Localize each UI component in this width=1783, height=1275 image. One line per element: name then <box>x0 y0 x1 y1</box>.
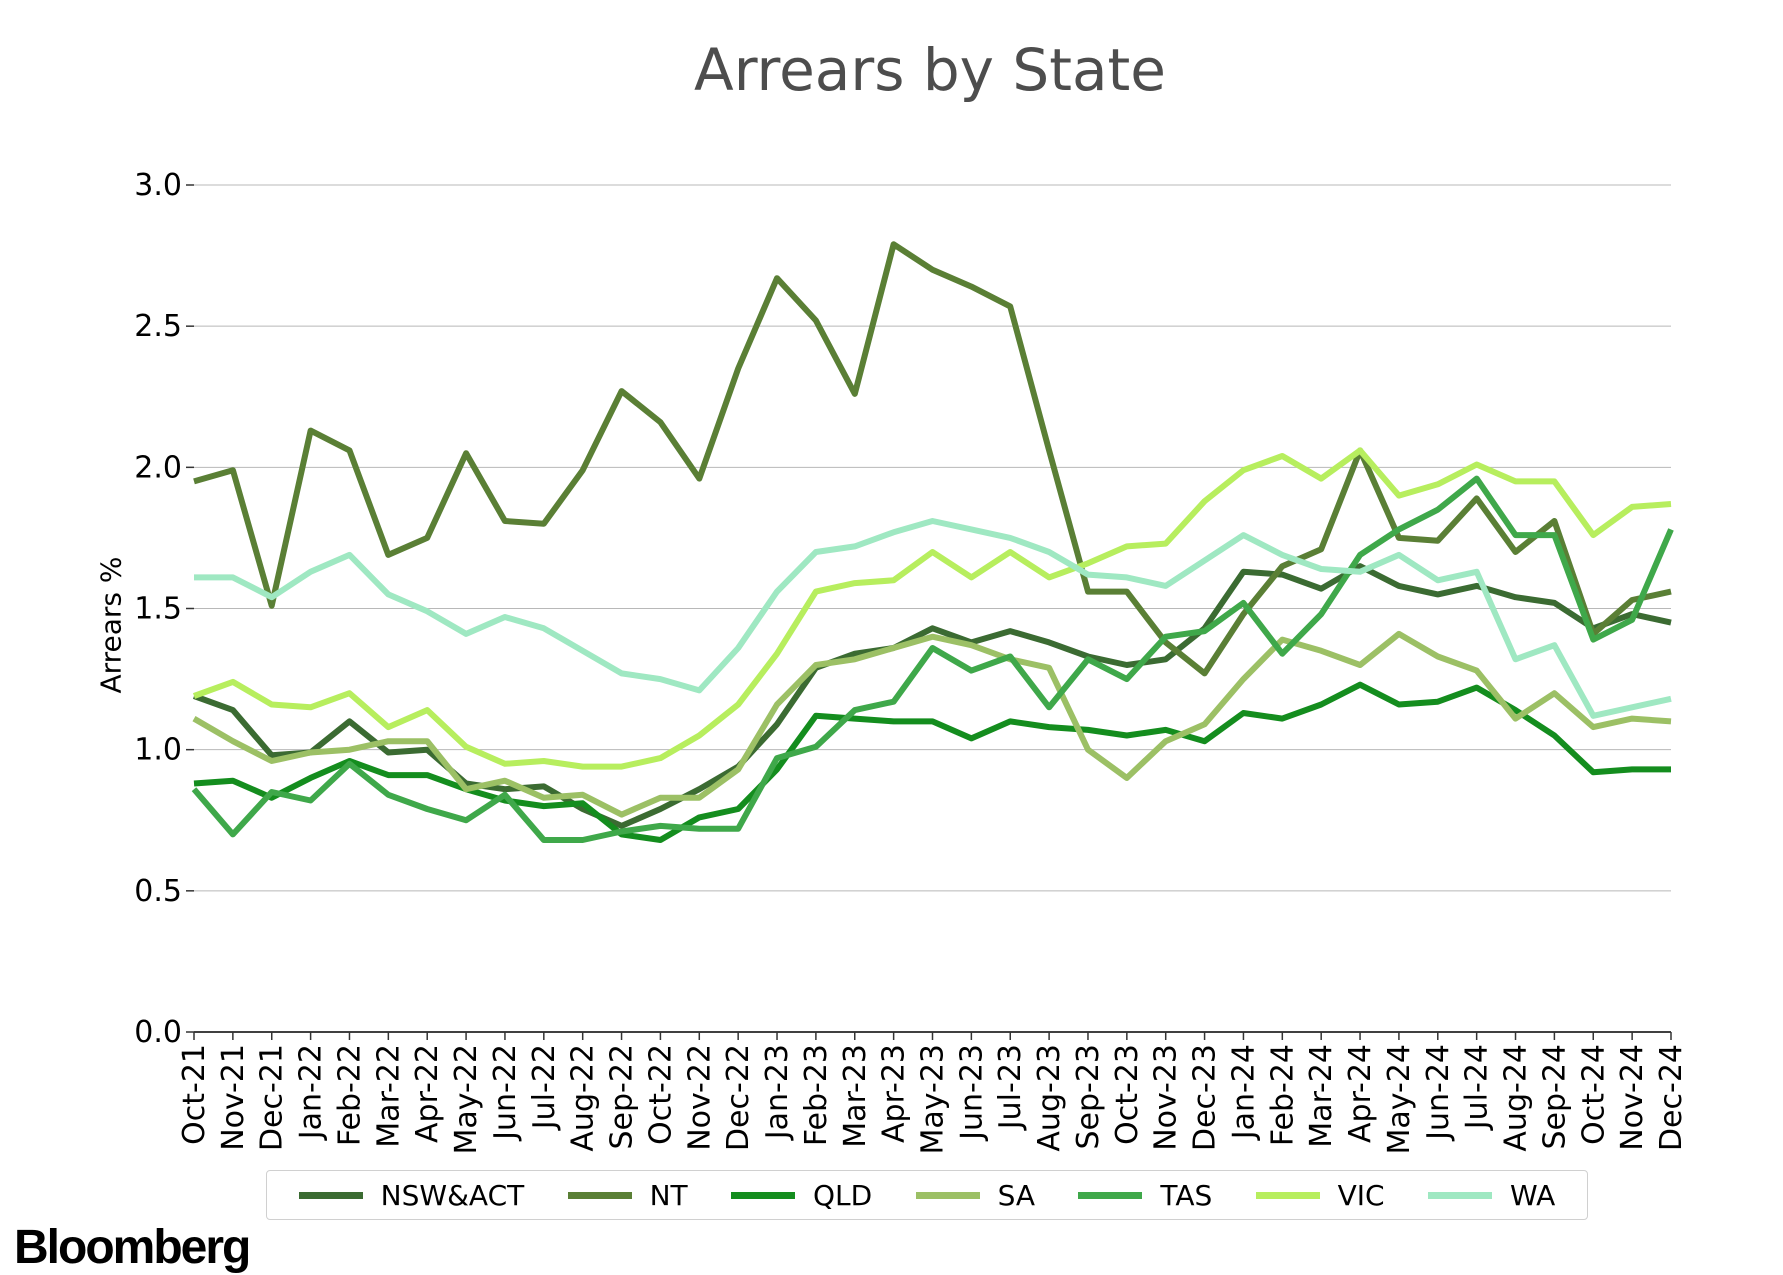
y-tick-label: 0.0 <box>134 1015 182 1050</box>
legend-swatch <box>1427 1191 1492 1199</box>
legend-label: WA <box>1509 1178 1556 1212</box>
x-tick-label: Jan-22 <box>294 1044 329 1141</box>
series-line-vic <box>192 447 1672 770</box>
y-tick-label: 0.5 <box>134 874 182 909</box>
x-tick-label: Aug-22 <box>566 1044 601 1152</box>
legend-item-qld: QLD <box>731 1179 872 1212</box>
x-tick-label: May-23 <box>916 1044 951 1155</box>
legend-item-sa: SA <box>915 1178 1036 1212</box>
y-tick-label: 2.0 <box>134 450 182 485</box>
legend-swatch <box>1078 1191 1143 1199</box>
legend-item-tas: TAS <box>1078 1179 1212 1212</box>
chart-title: Arrears by State <box>694 36 1166 104</box>
legend-label: SA <box>997 1178 1036 1212</box>
x-tick-label: Jan-24 <box>1226 1044 1261 1141</box>
bloomberg-logo: Bloomberg <box>14 1221 251 1274</box>
x-tick-label: Nov-23 <box>1149 1044 1184 1151</box>
x-tick-label: Oct-22 <box>643 1044 678 1145</box>
legend-item-wa: WA <box>1427 1178 1556 1212</box>
legend-label: VIC <box>1337 1178 1385 1212</box>
x-tick-label: Feb-24 <box>1265 1044 1300 1146</box>
series-line-tas <box>191 475 1674 843</box>
legend-label: QLD <box>813 1178 873 1212</box>
legend-item-nt: NT <box>567 1178 688 1212</box>
x-tick-label: Dec-21 <box>255 1044 290 1151</box>
x-tick-label: Feb-23 <box>799 1044 834 1146</box>
x-tick-label: Jun-24 <box>1421 1044 1456 1142</box>
legend-swatch <box>915 1191 980 1199</box>
x-tick-label: Oct-21 <box>177 1044 212 1145</box>
legend: NSW&ACT NT QLD SA TAS VIC WA <box>266 1170 1588 1220</box>
series-line-nt <box>193 241 1672 677</box>
x-tick-label: Jan-23 <box>760 1044 795 1141</box>
y-tick-label: 3.0 <box>134 168 182 203</box>
legend-swatch <box>298 1191 363 1199</box>
series-line-sa <box>192 630 1672 818</box>
x-tick-label: Feb-22 <box>332 1044 367 1146</box>
x-tick-label: Apr-23 <box>877 1044 912 1143</box>
x-tick-label: Dec-22 <box>721 1044 756 1151</box>
y-tick-label: 1.0 <box>134 733 182 768</box>
x-tick-label: Apr-22 <box>410 1044 445 1143</box>
x-tick-label: Jul-23 <box>993 1044 1028 1131</box>
x-tick-label: May-24 <box>1382 1044 1417 1155</box>
legend-swatch <box>567 1191 632 1199</box>
y-tick-label: 2.5 <box>134 309 182 344</box>
x-tick-label: Mar-23 <box>838 1044 873 1148</box>
x-tick-label: Apr-24 <box>1343 1044 1378 1143</box>
x-tick-label: Dec-23 <box>1188 1044 1223 1151</box>
x-tick-label: Aug-23 <box>1032 1044 1067 1152</box>
series-line-wa <box>194 518 1672 719</box>
x-tick-label: Jul-22 <box>527 1044 562 1131</box>
x-tick-label: Aug-24 <box>1499 1044 1534 1152</box>
legend-item-nsw-act: NSW&ACT <box>298 1178 525 1212</box>
x-tick-label: Nov-22 <box>682 1044 717 1151</box>
y-tick-label: 1.5 <box>134 592 182 627</box>
x-tick-label: Sep-24 <box>1537 1044 1572 1150</box>
legend-label: NSW&ACT <box>380 1178 525 1212</box>
x-tick-label: Jun-23 <box>954 1044 989 1142</box>
legend-label: TAS <box>1160 1178 1213 1212</box>
x-tick-label: Jun-22 <box>488 1044 523 1142</box>
x-tick-label: Sep-23 <box>1071 1044 1106 1150</box>
x-tick-label: Mar-22 <box>371 1044 406 1148</box>
x-tick-label: Oct-24 <box>1576 1044 1611 1145</box>
legend-swatch <box>731 1191 796 1199</box>
x-tick-label: Nov-21 <box>216 1044 251 1151</box>
x-tick-label: Mar-24 <box>1304 1044 1339 1148</box>
legend-swatch <box>1255 1191 1320 1199</box>
x-tick-label: Nov-24 <box>1615 1044 1650 1151</box>
x-tick-label: Dec-24 <box>1654 1044 1689 1151</box>
legend-label: NT <box>649 1178 688 1212</box>
x-tick-label: Sep-22 <box>605 1044 640 1150</box>
x-tick-label: May-22 <box>449 1044 484 1155</box>
series-line-qld <box>193 681 1671 843</box>
legend-item-vic: VIC <box>1255 1178 1385 1212</box>
x-tick-label: Jul-24 <box>1460 1044 1495 1131</box>
x-tick-label: Oct-23 <box>1110 1044 1145 1145</box>
